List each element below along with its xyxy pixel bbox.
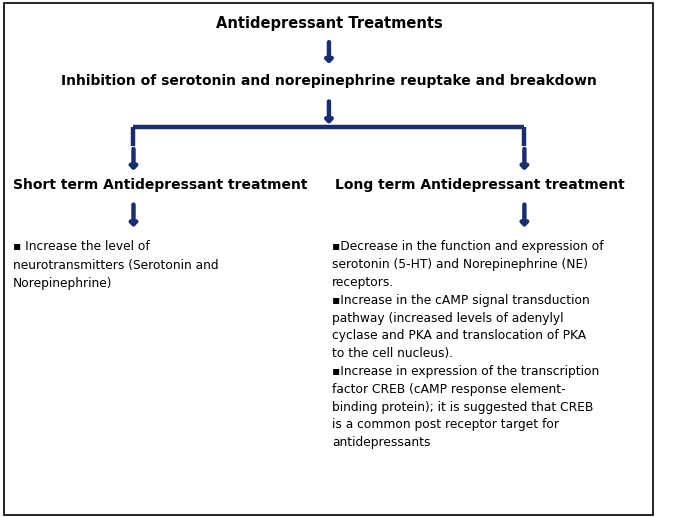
Text: Inhibition of serotonin and norepinephrine reuptake and breakdown: Inhibition of serotonin and norepinephri…: [61, 73, 597, 87]
Text: ▪Decrease in the function and expression of
serotonin (5-HT) and Norepinephrine : ▪Decrease in the function and expression…: [332, 240, 603, 449]
Text: ▪ Increase the level of
neurotransmitters (Serotonin and
Norepinephrine): ▪ Increase the level of neurotransmitter…: [13, 240, 219, 291]
Text: Long term Antidepressant treatment: Long term Antidepressant treatment: [336, 178, 625, 192]
Text: Antidepressant Treatments: Antidepressant Treatments: [216, 17, 443, 32]
Text: Short term Antidepressant treatment: Short term Antidepressant treatment: [13, 178, 308, 192]
